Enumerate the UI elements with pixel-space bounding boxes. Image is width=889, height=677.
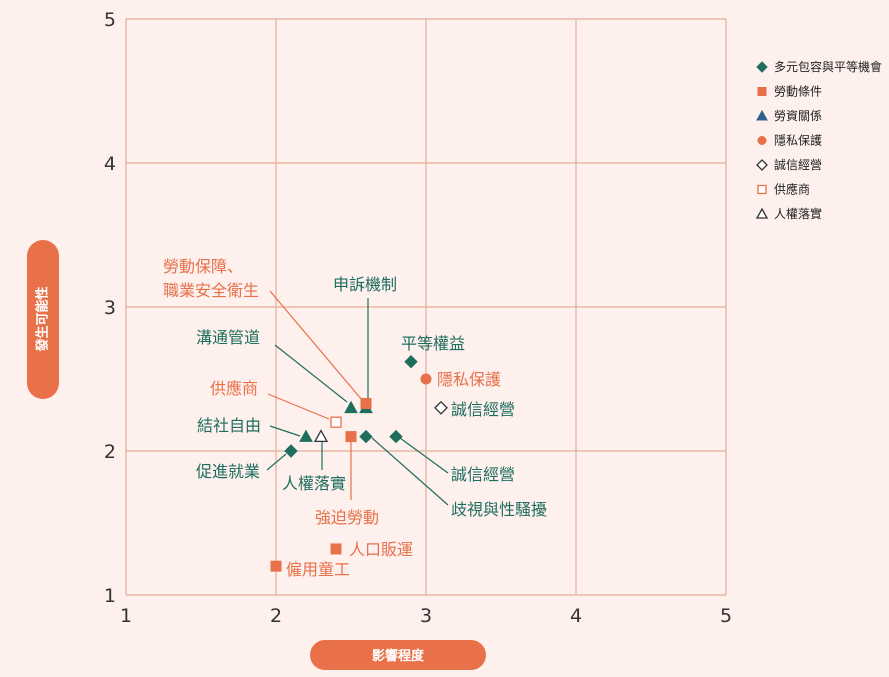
y-tick-label: 1: [104, 585, 116, 607]
data-point: [313, 429, 329, 443]
x-axis-label: 影響程度: [372, 648, 425, 664]
y-axis-title: 發生可能性: [27, 240, 59, 399]
x-tick-label: 1: [120, 605, 132, 627]
point-label: 誠信經營: [451, 400, 515, 419]
data-point: [345, 431, 357, 443]
leader-line: [269, 290, 363, 401]
legend-marker: [757, 184, 767, 195]
point-label: 勞動保障、: [163, 257, 243, 276]
x-axis-pill: [310, 640, 486, 670]
legend-label: 人權落實: [774, 206, 822, 221]
point-label: 誠信經營: [451, 465, 515, 484]
y-axis-label: 發生可能性: [35, 286, 51, 352]
data-point: [330, 543, 342, 555]
data-point: [434, 400, 448, 415]
data-point: [284, 444, 298, 458]
point-label: 溝通管道: [196, 328, 260, 347]
x-tick-label: 5: [720, 605, 732, 627]
leader-line: [399, 437, 449, 474]
legend-label: 勞資關係: [774, 109, 822, 123]
y-tick-label: 4: [104, 153, 116, 175]
tick-labels: 1 2 3 4 5 1 2 3 4 5: [104, 9, 732, 627]
leader-line: [269, 425, 301, 437]
point-label: 結社自由: [197, 416, 261, 435]
legend-marker: [757, 87, 767, 96]
y-tick-label: 3: [104, 297, 116, 319]
x-tick-label: 3: [420, 605, 432, 627]
data-point: [299, 429, 313, 442]
leader-line: [371, 437, 449, 506]
x-tick-label: 4: [570, 605, 582, 627]
grid: [125, 18, 727, 596]
y-tick-label: 2: [104, 441, 116, 463]
legend-marker: [757, 136, 767, 145]
point-label: 申訴機制: [333, 275, 397, 294]
leader-line: [267, 393, 330, 420]
data-point: [420, 373, 432, 385]
data-point: [404, 355, 418, 369]
point-label: 促進就業: [196, 462, 260, 481]
point-label: 供應商: [210, 379, 258, 398]
data-point: [360, 397, 372, 409]
legend-label: 誠信經營: [774, 158, 822, 172]
legend-label: 隱私保護: [774, 133, 822, 148]
leader-lines: [266, 290, 449, 506]
point-label: 人權落實: [282, 474, 346, 493]
data-points: [270, 355, 448, 572]
y-tick-label: 5: [104, 9, 116, 31]
data-point: [389, 429, 403, 444]
point-label: 平等權益: [401, 334, 465, 353]
leader-line: [266, 453, 287, 471]
data-point: [344, 400, 358, 414]
legend-label: 多元包容與平等機會: [774, 59, 882, 74]
legend-marker: [756, 159, 768, 171]
point-label: 僱用童工: [286, 560, 350, 579]
y-axis-pill: [27, 240, 59, 399]
data-point: [330, 416, 342, 428]
legend-marker: [756, 109, 768, 121]
legend-label: 供應商: [774, 182, 810, 197]
leader-line: [274, 344, 348, 403]
point-label: 強迫勞動: [315, 508, 379, 527]
x-tick-label: 2: [270, 605, 282, 627]
point-label: 隱私保護: [437, 370, 501, 389]
legend-marker: [755, 207, 769, 219]
point-label: 歧視與性騷擾: [451, 500, 547, 519]
legend-label: 勞動條件: [774, 85, 822, 99]
point-label: 職業安全衛生: [163, 281, 259, 300]
data-point: [270, 560, 282, 572]
point-label: 人口販運: [349, 540, 413, 559]
legend-marker: [756, 61, 768, 73]
data-point: [359, 429, 373, 444]
x-axis-title: 影響程度: [310, 640, 486, 670]
